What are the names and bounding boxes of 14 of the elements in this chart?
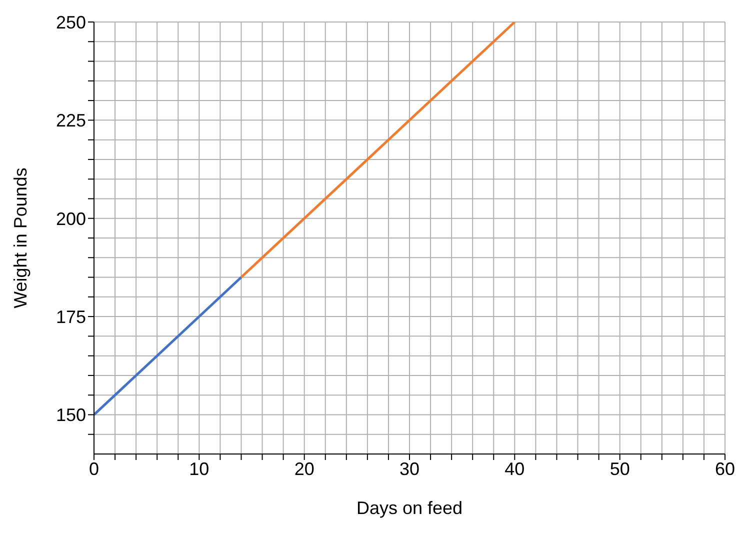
y-tick-label: 250 [56,12,86,32]
y-tick-label: 225 [56,110,86,131]
x-tick-label: 50 [610,458,630,479]
y-tick-label: 150 [56,405,86,426]
x-tick-label: 10 [189,458,210,479]
y-tick-label: 175 [56,306,86,327]
x-tick-label: 30 [399,458,420,479]
x-tick-label: 0 [88,458,100,479]
y-axis-title: Weight in Pounds [10,168,30,308]
y-tick-label: 200 [56,208,86,229]
x-tick-label: 40 [504,458,525,479]
x-tick-label: 60 [714,458,736,479]
x-tick-label: 20 [294,458,314,479]
x-axis-title: Days on feed [356,498,463,518]
